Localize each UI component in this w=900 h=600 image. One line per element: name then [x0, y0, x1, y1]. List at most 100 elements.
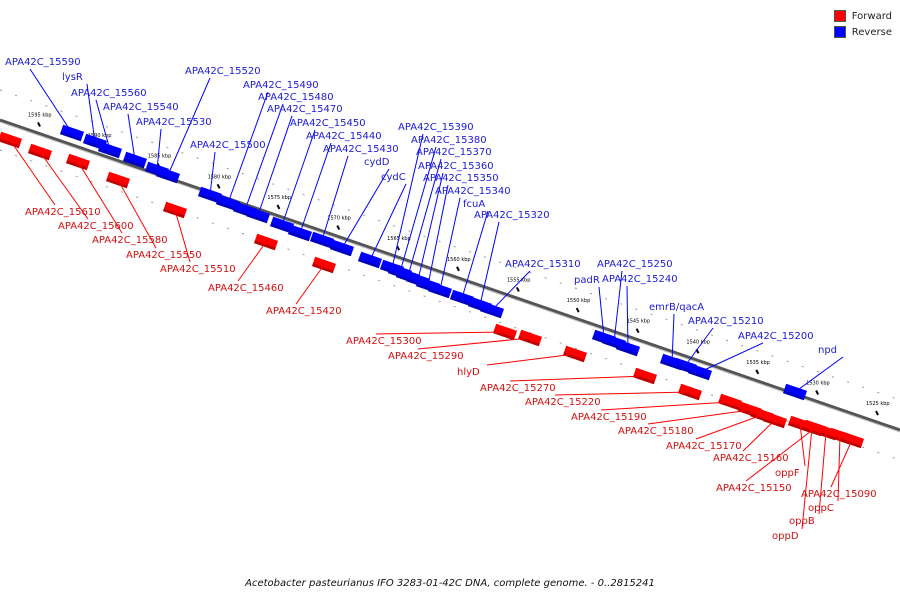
ruler-tick-mark — [396, 245, 401, 251]
ruler-tick-label: 1540 kbp — [686, 339, 710, 345]
forward-gene-block-shade — [65, 160, 88, 171]
forward-gene-leader — [745, 427, 816, 482]
ruler-tick-mark — [37, 122, 41, 127]
reverse-gene-block-shade — [782, 390, 805, 401]
reverse-gene-block-shade — [215, 201, 238, 212]
reverse-gene-block-shade — [615, 346, 638, 357]
ruler-tick-label: 1575 kbp — [267, 195, 291, 201]
reverse-gene-block-shade — [59, 131, 82, 142]
reverse-gene-block-shade — [309, 238, 332, 249]
forward-gene-label: APA42C_15550 — [126, 250, 202, 261]
forward-gene-leader — [695, 414, 763, 440]
reverse-gene-label: APA42C_15490 — [243, 80, 319, 91]
forward-gene-label: APA42C_15150 — [716, 483, 792, 494]
ruler-tick-label: 1530 kbp — [806, 380, 830, 386]
reverse-gene-label: APA42C_15450 — [290, 118, 366, 129]
ruler-tick-mark — [875, 410, 879, 416]
forward-gene-block-shade — [253, 240, 276, 251]
legend-forward-label: Forward — [851, 10, 892, 22]
ruler-tick-mark — [755, 369, 760, 375]
reverse-gene-label: lysR — [62, 72, 83, 83]
forward-gene-leader — [39, 151, 89, 220]
reverse-gene-block-shade — [479, 308, 502, 319]
reverse-gene-label: APA42C_15350 — [423, 173, 499, 184]
ruler-tick-label: 1550 kbp — [567, 298, 591, 304]
legend-reverse: Reverse — [833, 24, 892, 40]
reverse-gene-label: APA42C_15560 — [71, 88, 147, 99]
forward-gene-leader — [509, 375, 646, 382]
reverse-gene-block-shade — [287, 231, 310, 242]
ruler-tick-label: 1555 kbp — [507, 277, 531, 283]
forward-gene-block-shade — [492, 330, 515, 341]
reverse-gene-leader — [299, 142, 332, 234]
forward-gene-label: APA42C_15300 — [346, 336, 422, 347]
forward-gene-label: APA42C_15580 — [92, 235, 168, 246]
reverse-gene-label: APA42C_15360 — [418, 161, 494, 172]
forward-gene-label: oppB — [789, 516, 815, 527]
reverse-gene-leader — [167, 77, 211, 176]
reverse-gene-leader — [209, 151, 216, 196]
ruler-tick-label: 1525 kbp — [866, 401, 890, 407]
ruler-tick-label: 1560 kbp — [447, 257, 471, 263]
reverse-gene-leader — [671, 313, 675, 363]
reverse-gene-leader — [86, 83, 96, 143]
forward-gene-label: oppC — [808, 503, 834, 514]
forward-gene-label: APA42C_15290 — [388, 351, 464, 362]
reverse-gene-label: APA42C_15240 — [602, 274, 678, 285]
reverse-gene-leader — [491, 270, 531, 311]
forward-gene-label: APA42C_15510 — [160, 264, 236, 275]
reverse-gene-leader — [794, 356, 844, 393]
forward-gene-leader — [237, 241, 267, 282]
reverse-gene-leader — [613, 270, 623, 343]
figure-caption: Acetobacter pasteurianus IFO 3283-01-42C… — [245, 578, 655, 589]
gene-labels: APA42C_15590 lysR APA42C_15560 APA42C_15540… — [5, 57, 877, 542]
reverse-gene-label: APA42C_15380 — [411, 135, 487, 146]
forward-gene-leader — [837, 435, 841, 502]
ruler-tick-label: 1545 kbp — [627, 319, 651, 325]
reverse-gene-leader — [257, 115, 293, 216]
reverse-gene-leader — [427, 184, 449, 286]
reverse-gene-leader — [479, 221, 500, 306]
ruler-tick-label: 1590 kbp — [88, 133, 112, 139]
ruler-tick-label: 1585 kbp — [148, 154, 172, 160]
legend-reverse-swatch — [833, 26, 846, 38]
forward-gene-block-shade — [632, 374, 655, 385]
reverse-gene-leader — [281, 129, 316, 226]
forward-gene-label: APA42C_15090 — [801, 489, 877, 500]
forward-gene-block-shade — [311, 263, 334, 274]
reverse-gene-leader — [699, 342, 764, 373]
ruler-tick-mark — [575, 307, 580, 313]
forward-gene-label: APA42C_15180 — [618, 426, 694, 437]
reverse-gene-block-shade — [197, 193, 220, 204]
ruler-tick-label: 1570 kbp — [327, 216, 351, 222]
reverse-gene-leader — [127, 113, 136, 161]
reverse-gene-label: APA42C_15530 — [136, 117, 212, 128]
forward-gene-label: APA42C_15190 — [571, 412, 647, 423]
reverse-gene-label: padR — [574, 275, 600, 286]
ruler-tick-mark — [456, 266, 460, 272]
reverse-gene-leader — [461, 210, 489, 299]
forward-gene-leader — [742, 419, 776, 452]
reverse-gene-label: APA42C_15320 — [474, 210, 550, 221]
forward-gene-label: APA42C_15270 — [480, 383, 556, 394]
forward-gene-label: oppF — [775, 468, 800, 479]
reverse-gene-label: APA42C_15590 — [5, 57, 81, 68]
label-leader-lines — [9, 68, 853, 530]
reverse-gene-leader — [369, 183, 407, 261]
reverse-gene-label: APA42C_15470 — [267, 104, 343, 115]
forward-gene-leader — [9, 139, 56, 206]
reverse-gene-label: APA42C_15250 — [597, 259, 673, 270]
reverse-gene-block-shade — [687, 370, 710, 381]
reverse-gene-label: emrB/qacA — [649, 302, 704, 313]
reverse-gene-leader — [321, 155, 349, 241]
reverse-gene-label: APA42C_15310 — [505, 259, 581, 270]
forward-gene-leader — [554, 391, 691, 396]
reverse-gene-leader — [341, 168, 390, 249]
reverse-gene-label: APA42C_15480 — [258, 92, 334, 103]
forward-gene-leader — [486, 353, 576, 366]
reverse-gene-label: APA42C_15200 — [738, 331, 814, 342]
reverse-gene-leader — [684, 327, 714, 367]
forward-gene-leader — [174, 209, 191, 263]
reverse-gene-block-shade — [122, 158, 145, 169]
reverse-gene-block-shade — [329, 246, 352, 257]
